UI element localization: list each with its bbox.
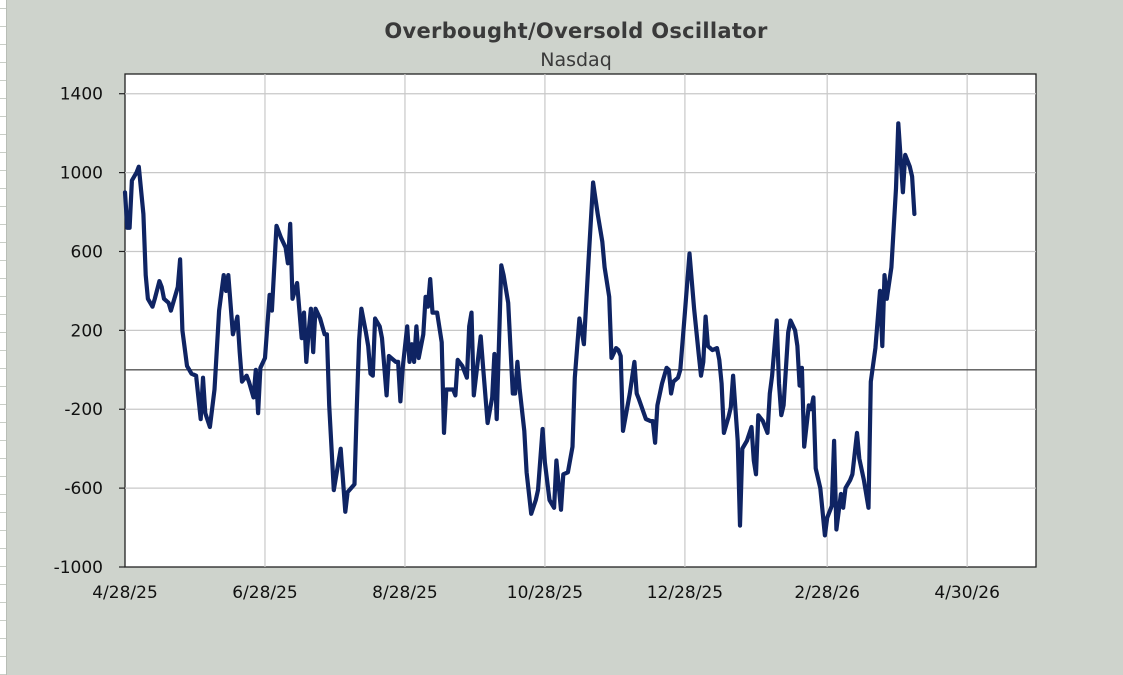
x-tick-label: 2/28/26 bbox=[794, 583, 860, 603]
edge-tick bbox=[0, 404, 6, 405]
edge-tick bbox=[0, 224, 6, 225]
x-tick-label: 6/28/25 bbox=[232, 583, 298, 603]
edge-tick bbox=[0, 422, 6, 423]
edge-tick bbox=[0, 134, 6, 135]
edge-tick bbox=[0, 350, 6, 351]
x-tick-label: 12/28/25 bbox=[647, 583, 723, 603]
edge-tick bbox=[0, 278, 6, 279]
chart-subtitle: Nasdaq bbox=[540, 49, 612, 71]
edge-tick bbox=[0, 206, 6, 207]
edge-tick bbox=[0, 494, 6, 495]
edge-tick bbox=[0, 602, 6, 603]
edge-tick bbox=[0, 62, 6, 63]
y-tick-label: 200 bbox=[71, 321, 103, 341]
edge-tick bbox=[0, 332, 6, 333]
y-tick-label: 600 bbox=[71, 242, 103, 262]
edge-tick bbox=[0, 512, 6, 513]
edge-tick bbox=[0, 386, 6, 387]
edge-tick bbox=[0, 296, 6, 297]
edge-tick bbox=[0, 656, 6, 657]
edge-tick bbox=[0, 476, 6, 477]
edge-tick bbox=[0, 44, 6, 45]
chart-title: Overbought/Oversold Oscillator bbox=[384, 19, 768, 43]
edge-tick bbox=[0, 314, 6, 315]
x-tick-label: 8/28/25 bbox=[372, 583, 438, 603]
edge-tick bbox=[0, 8, 6, 9]
edge-tick bbox=[0, 620, 6, 621]
edge-tick bbox=[0, 566, 6, 567]
edge-tick bbox=[0, 638, 6, 639]
edge-tick bbox=[0, 170, 6, 171]
window-edge bbox=[0, 0, 7, 675]
edge-tick bbox=[0, 440, 6, 441]
edge-tick bbox=[0, 188, 6, 189]
edge-tick bbox=[0, 260, 6, 261]
x-tick-label: 10/28/25 bbox=[507, 583, 583, 603]
edge-tick bbox=[0, 584, 6, 585]
edge-tick bbox=[0, 116, 6, 117]
edge-tick bbox=[0, 530, 6, 531]
y-tick-label: -200 bbox=[64, 400, 103, 420]
edge-tick bbox=[0, 152, 6, 153]
y-tick-label: 1400 bbox=[60, 85, 103, 105]
y-axis: 1400 1000 600 200 -200 -600 -1000 bbox=[54, 85, 125, 578]
series-line-nasdaq bbox=[122, 121, 917, 538]
y-tick-label: 1000 bbox=[60, 164, 103, 184]
x-tick-label: 4/30/26 bbox=[934, 583, 1000, 603]
y-tick-label: -600 bbox=[64, 479, 103, 499]
edge-tick bbox=[0, 242, 6, 243]
x-axis: 4/28/25 6/28/25 8/28/25 10/28/25 12/28/25 2/2… bbox=[92, 583, 1000, 603]
x-tick-label: 4/28/25 bbox=[92, 583, 158, 603]
edge-tick bbox=[0, 98, 6, 99]
y-tick-label: -1000 bbox=[54, 558, 103, 578]
edge-tick bbox=[0, 458, 6, 459]
edge-tick bbox=[0, 26, 6, 27]
edge-tick bbox=[0, 368, 6, 369]
edge-tick bbox=[0, 548, 6, 549]
edge-tick bbox=[0, 80, 6, 81]
x-gridlines bbox=[264, 74, 968, 567]
